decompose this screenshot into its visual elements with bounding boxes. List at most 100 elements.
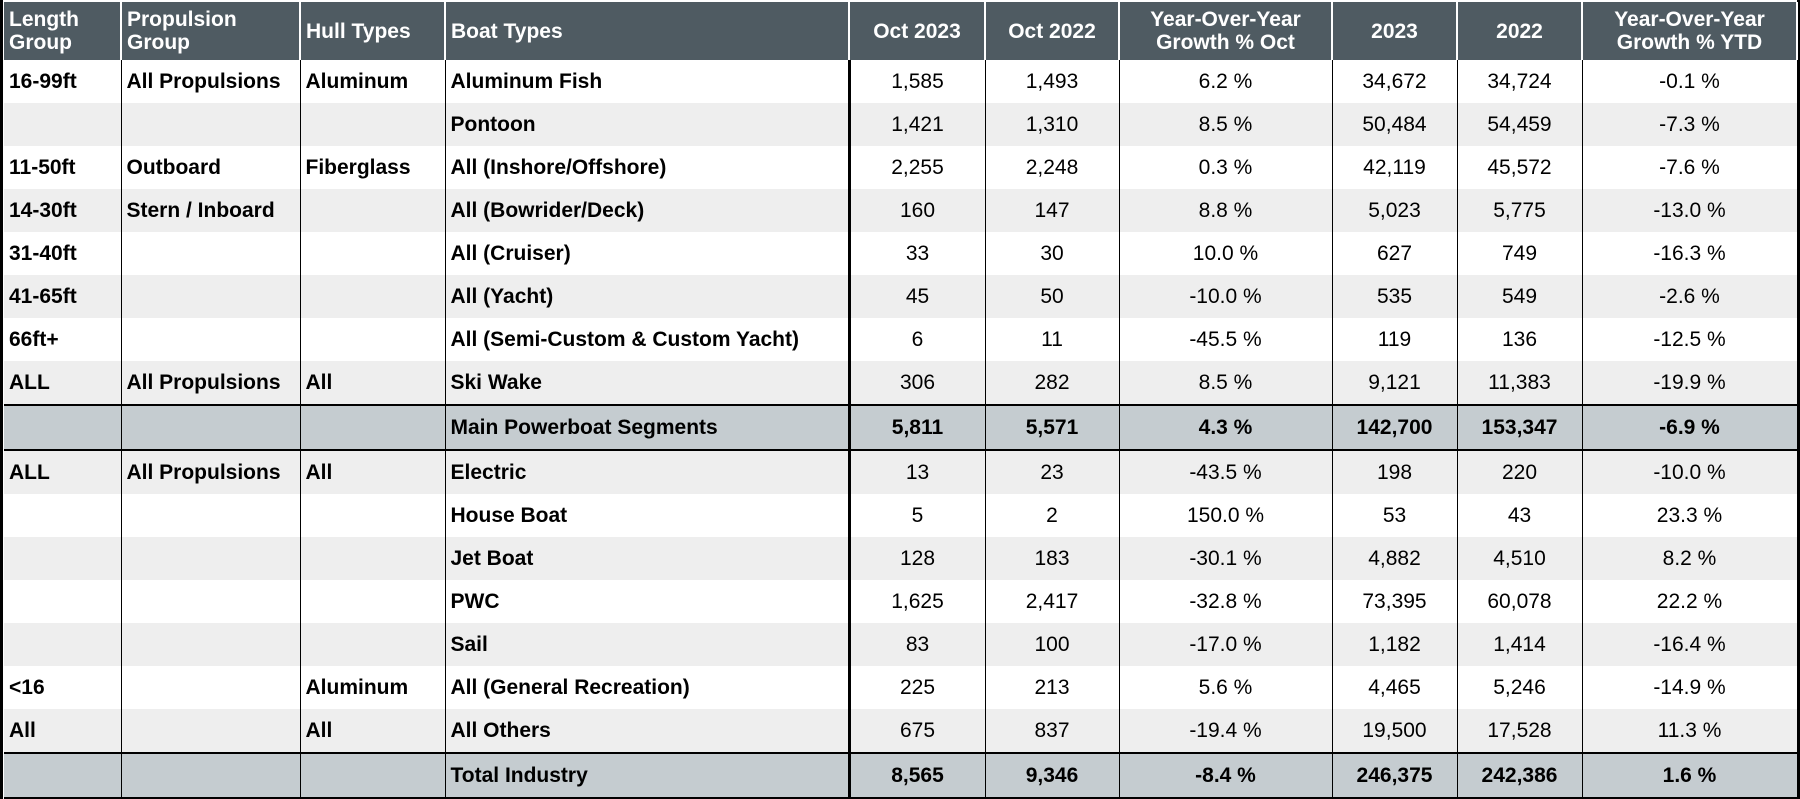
ytd-2023-cell: 19,500 — [1332, 709, 1458, 753]
yoy-oct-cell: 8.8 % — [1119, 189, 1333, 232]
hull-type-cell — [300, 494, 446, 537]
boat-type-cell: Electric — [445, 450, 851, 494]
oct-2022-cell: 9,346 — [985, 752, 1120, 799]
yoy-ytd-cell: -16.3 % — [1582, 232, 1798, 275]
yoy-ytd-cell: 11.3 % — [1582, 709, 1798, 753]
propulsion-group-cell: All Propulsions — [121, 450, 301, 494]
oct-2022-cell: 183 — [985, 537, 1120, 580]
yoy-oct-cell: 8.5 % — [1119, 361, 1333, 405]
ytd-2022-cell: 54,459 — [1457, 103, 1583, 146]
ytd-2022-cell: 136 — [1457, 318, 1583, 361]
length-group-cell — [4, 580, 122, 623]
hull-type-cell — [300, 275, 446, 318]
ytd-2022-cell: 5,246 — [1457, 666, 1583, 709]
table-row: Jet Boat 128 183 -30.1 % 4,882 4,510 8.2 % — [4, 537, 1798, 580]
propulsion-group-cell: All Propulsions — [121, 361, 301, 405]
length-group-cell: 41-65ft — [4, 275, 122, 318]
table-row: All All All Others 675 837 -19.4 % 19,500 17,52… — [4, 709, 1798, 753]
hull-type-cell: All — [300, 709, 446, 753]
table-row: Sail 83 100 -17.0 % 1,182 1,414 -16.4 % — [4, 623, 1798, 666]
length-group-cell — [4, 494, 122, 537]
yoy-ytd-cell: -0.1 % — [1582, 60, 1798, 103]
oct-2023-cell: 5,811 — [849, 404, 986, 451]
ytd-2023-cell: 142,700 — [1332, 404, 1458, 451]
oct-2023-cell: 128 — [849, 537, 986, 580]
hull-type-cell — [300, 752, 446, 799]
header-row: Length Group Propulsion Group Hull Types… — [4, 2, 1798, 60]
ytd-2023-cell: 1,182 — [1332, 623, 1458, 666]
oct-2023-cell: 160 — [849, 189, 986, 232]
ytd-2022-cell: 220 — [1457, 450, 1583, 494]
yoy-ytd-cell: 8.2 % — [1582, 537, 1798, 580]
yoy-ytd-cell: 23.3 % — [1582, 494, 1798, 537]
ytd-2023-cell: 198 — [1332, 450, 1458, 494]
boat-type-cell: Jet Boat — [445, 537, 851, 580]
col-header-hull-types: Hull Types — [300, 2, 446, 60]
yoy-ytd-cell: -2.6 % — [1582, 275, 1798, 318]
yoy-ytd-cell: -13.0 % — [1582, 189, 1798, 232]
boat-type-cell: Aluminum Fish — [445, 60, 851, 103]
boat-type-cell: House Boat — [445, 494, 851, 537]
col-header-boat-types: Boat Types — [445, 2, 850, 60]
yoy-ytd-cell: -6.9 % — [1582, 404, 1798, 451]
hull-type-cell: All — [300, 450, 446, 494]
table-container: Length Group Propulsion Group Hull Types… — [4, 2, 1798, 799]
yoy-oct-cell: -43.5 % — [1119, 450, 1333, 494]
yoy-ytd-cell: -7.6 % — [1582, 146, 1798, 189]
ytd-2022-cell: 43 — [1457, 494, 1583, 537]
oct-2023-cell: 1,625 — [849, 580, 986, 623]
ytd-2022-cell: 34,724 — [1457, 60, 1583, 103]
oct-2022-cell: 837 — [985, 709, 1120, 753]
hull-type-cell — [300, 623, 446, 666]
oct-2023-cell: 5 — [849, 494, 986, 537]
propulsion-group-cell: All Propulsions — [121, 60, 301, 103]
ytd-2023-cell: 246,375 — [1332, 752, 1458, 799]
yoy-oct-cell: -45.5 % — [1119, 318, 1333, 361]
length-group-cell — [4, 752, 122, 799]
boat-sales-table: Length Group Propulsion Group Hull Types… — [4, 2, 1798, 799]
col-header-2023: 2023 — [1332, 2, 1458, 60]
ytd-2022-cell: 242,386 — [1457, 752, 1583, 799]
propulsion-group-cell: Stern / Inboard — [121, 189, 301, 232]
oct-2022-cell: 282 — [985, 361, 1120, 405]
oct-2023-cell: 1,421 — [849, 103, 986, 146]
table-body: 16-99ft All Propulsions Aluminum Aluminum F… — [4, 60, 1798, 799]
col-header-length-group: Length Group — [4, 2, 122, 60]
hull-type-cell: All — [300, 361, 446, 405]
table-row: 14-30ft Stern / Inboard All (Bowrider/Deck… — [4, 189, 1798, 232]
table-row: 11-50ft Outboard Fiberglass All (Inshore/Of… — [4, 146, 1798, 189]
yoy-oct-cell: 0.3 % — [1119, 146, 1333, 189]
oct-2022-cell: 2,417 — [985, 580, 1120, 623]
ytd-2022-cell: 549 — [1457, 275, 1583, 318]
ytd-2022-cell: 11,383 — [1457, 361, 1583, 405]
ytd-2023-cell: 53 — [1332, 494, 1458, 537]
yoy-ytd-cell: 22.2 % — [1582, 580, 1798, 623]
length-group-cell: <16 — [4, 666, 122, 709]
oct-2023-cell: 83 — [849, 623, 986, 666]
yoy-ytd-cell: -16.4 % — [1582, 623, 1798, 666]
hull-type-cell — [300, 580, 446, 623]
table-row: Pontoon 1,421 1,310 8.5 % 50,484 54,459 -7.3 % — [4, 103, 1798, 146]
table-row: 31-40ft All (Cruiser) 33 30 10.0 % 627 749 -16.… — [4, 232, 1798, 275]
ytd-2022-cell: 45,572 — [1457, 146, 1583, 189]
ytd-2023-cell: 627 — [1332, 232, 1458, 275]
ytd-2023-cell: 42,119 — [1332, 146, 1458, 189]
oct-2022-cell: 147 — [985, 189, 1120, 232]
ytd-2023-cell: 4,882 — [1332, 537, 1458, 580]
right-edge-rule — [1797, 0, 1800, 799]
oct-2022-cell: 2 — [985, 494, 1120, 537]
propulsion-group-cell — [121, 623, 301, 666]
table-row: ALL All Propulsions All Electric 13 23 -43.5 %… — [4, 450, 1798, 494]
yoy-ytd-cell: -19.9 % — [1582, 361, 1798, 405]
ytd-2023-cell: 5,023 — [1332, 189, 1458, 232]
propulsion-group-cell — [121, 232, 301, 275]
table-row: 41-65ft All (Yacht) 45 50 -10.0 % 535 549 -2.6 … — [4, 275, 1798, 318]
ytd-2022-cell: 749 — [1457, 232, 1583, 275]
yoy-oct-cell: -10.0 % — [1119, 275, 1333, 318]
yoy-oct-cell: 150.0 % — [1119, 494, 1333, 537]
propulsion-group-cell — [121, 275, 301, 318]
oct-2023-cell: 225 — [849, 666, 986, 709]
boat-type-cell: All (General Recreation) — [445, 666, 851, 709]
col-header-2022: 2022 — [1457, 2, 1583, 60]
ytd-2022-cell: 17,528 — [1457, 709, 1583, 753]
